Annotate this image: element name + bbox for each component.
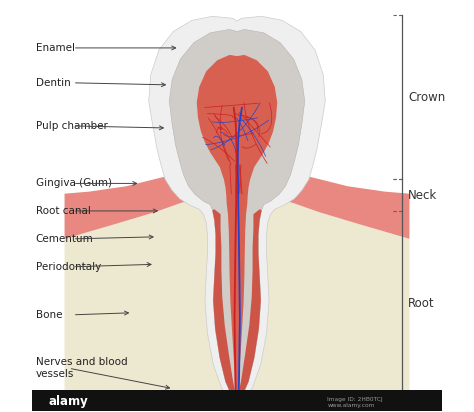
Text: Root canal: Root canal (36, 206, 91, 216)
Polygon shape (212, 209, 262, 403)
Polygon shape (250, 168, 410, 239)
Text: Periodontaly: Periodontaly (36, 262, 101, 272)
Polygon shape (149, 16, 325, 405)
Text: Bone: Bone (36, 310, 62, 320)
Polygon shape (64, 168, 224, 239)
Text: Image ID: 2HB0TCJ
www.alamy.com: Image ID: 2HB0TCJ www.alamy.com (328, 397, 383, 407)
Text: Root: Root (408, 297, 435, 310)
Text: Neck: Neck (408, 189, 438, 201)
Polygon shape (169, 29, 305, 403)
Polygon shape (197, 55, 277, 399)
Text: Nerves and blood
vessels: Nerves and blood vessels (36, 357, 128, 379)
Text: Gingiva (Gum): Gingiva (Gum) (36, 178, 112, 188)
Text: alamy: alamy (48, 395, 88, 407)
Text: Pulp chamber: Pulp chamber (36, 121, 108, 131)
Text: Cementum: Cementum (36, 234, 93, 244)
Text: Crown: Crown (408, 91, 446, 104)
Bar (32, 390, 442, 411)
Text: Enamel: Enamel (36, 43, 75, 53)
Text: Dentin: Dentin (36, 78, 71, 88)
Polygon shape (64, 196, 410, 411)
